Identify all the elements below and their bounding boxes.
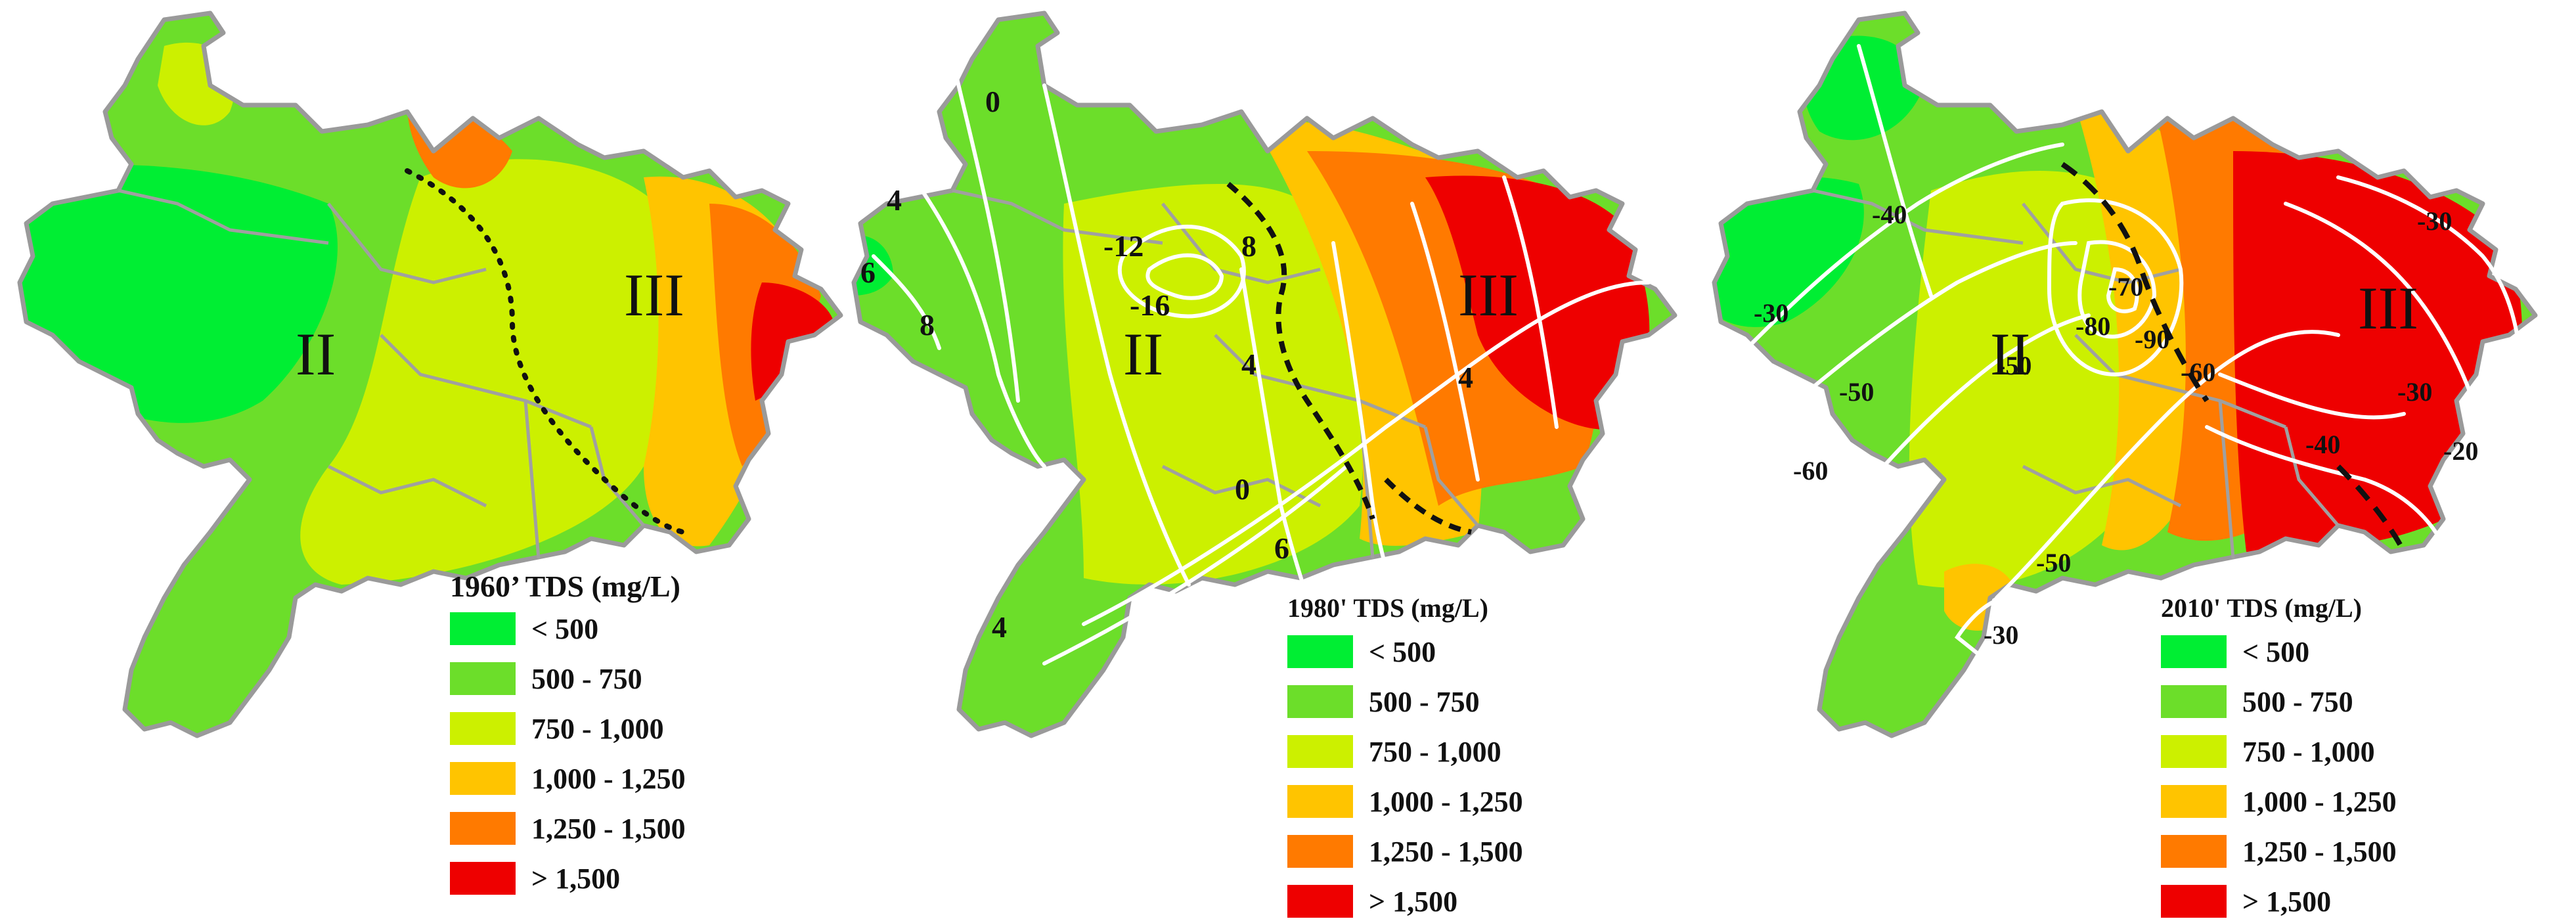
map-1980: 0 4 6 8 -12 -16 8 4 4 0 6 4 II III [847, 7, 1688, 749]
contour-label: 8 [1241, 229, 1256, 263]
legend-swatch [2161, 885, 2227, 918]
contour-label: 4 [1241, 348, 1256, 381]
legend-title: 2010' TDS (mg/L) [2161, 593, 2362, 623]
legend-swatch [450, 812, 516, 845]
contour-label: 6 [1274, 531, 1289, 565]
contour-label: -30 [2417, 206, 2452, 236]
legend-label: 500 - 750 [1369, 686, 1480, 718]
legend-label: 500 - 750 [2242, 686, 2353, 718]
legend-swatch [450, 612, 516, 645]
contour-label: -80 [2076, 311, 2110, 341]
legend-swatch [1287, 735, 1353, 768]
contour-label: -30 [2397, 377, 2432, 407]
zone-label-ii: II [296, 321, 336, 388]
contour-label: 4 [887, 183, 902, 217]
legend-label: > 1,500 [2242, 886, 2331, 918]
contour-label: -12 [1103, 229, 1144, 263]
contour-label: 4 [1458, 361, 1473, 394]
contour-label: -30 [1984, 620, 2018, 650]
legend-label: 750 - 1,000 [531, 713, 664, 745]
contour-label: -60 [2181, 357, 2215, 387]
contour-label: -90 [2135, 325, 2169, 354]
legend-swatch [450, 862, 516, 895]
map-1960: II III [13, 7, 854, 749]
legend-swatch [450, 662, 516, 695]
legend-swatch [1287, 785, 1353, 818]
contour-label: -70 [2108, 272, 2143, 302]
legend-swatch [2161, 785, 2227, 818]
legend-label: 1,250 - 1,500 [531, 813, 686, 845]
legend-label: 750 - 1,000 [1369, 736, 1501, 768]
legend-label: 750 - 1,000 [2242, 736, 2375, 768]
legend-label: < 500 [531, 613, 598, 645]
legend-swatch [1287, 885, 1353, 918]
contour-label: 4 [992, 610, 1007, 644]
legend-label: 500 - 750 [531, 663, 642, 695]
legend-label: 1,250 - 1,500 [2242, 836, 2397, 868]
tds-fill-lt500 [20, 164, 338, 423]
legend-swatch [2161, 635, 2227, 668]
legend-label: < 500 [2242, 636, 2309, 668]
contour-label: -16 [1130, 288, 1170, 322]
contour-label: -50 [1839, 377, 1874, 407]
legend-swatch [450, 712, 516, 745]
contour-label: -60 [1793, 456, 1828, 485]
zone-label-ii: II [1123, 321, 1163, 388]
tds-fill-750-1000 [1063, 184, 1364, 585]
zone-label-iii: III [624, 261, 684, 328]
legend-2010: 2010' TDS (mg/L) < 500 500 - 750 750 - 1,0… [2161, 593, 2397, 918]
legend-label: > 1,500 [531, 863, 620, 895]
tds-fill-750-1000 [300, 159, 681, 585]
legend-swatch [450, 762, 516, 795]
contour-label: 0 [1235, 472, 1250, 506]
legend-1960: 1960’ TDS (mg/L) < 500 500 - 750 750 - 1,0… [450, 570, 686, 895]
zone-label-ii: II [1990, 321, 2030, 388]
legend-swatch [1287, 635, 1353, 668]
contour-label: -20 [2443, 436, 2478, 466]
contour-label: -50 [2036, 548, 2071, 577]
legend-label: > 1,500 [1369, 886, 1457, 918]
legend-label: 1,000 - 1,250 [2242, 786, 2397, 818]
legend-label: 1,250 - 1,500 [1369, 836, 1523, 868]
contour-label: -40 [2305, 430, 2340, 459]
contour-label: 6 [860, 256, 876, 289]
legend-1980: 1980' TDS (mg/L) < 500 500 - 750 750 - 1,0… [1287, 593, 1523, 918]
contour-label: -30 [1754, 298, 1788, 328]
zone-label-iii: III [1458, 261, 1519, 328]
legend-label: 1,000 - 1,250 [531, 763, 686, 795]
legend-swatch [1287, 835, 1353, 868]
contour-label: -40 [1872, 200, 1907, 229]
legend-label: 1,000 - 1,250 [1369, 786, 1523, 818]
legend-swatch [2161, 685, 2227, 718]
contour-label: -50 [1997, 351, 2032, 380]
legend-swatch [2161, 735, 2227, 768]
legend-swatch [1287, 685, 1353, 718]
legend-title: 1960’ TDS (mg/L) [450, 570, 680, 603]
map-2010: -40 -30 -50 -50 -60 -70 -80 -90 -60 -30 … [1708, 7, 2548, 749]
legend-title: 1980' TDS (mg/L) [1287, 593, 1488, 623]
tds-fill-lt500 [1714, 177, 1864, 327]
legend-swatch [2161, 835, 2227, 868]
contour-label: 0 [985, 85, 1000, 118]
zone-label-iii: III [2358, 275, 2418, 342]
legend-label: < 500 [1369, 636, 1436, 668]
contour-label: 8 [920, 308, 935, 342]
